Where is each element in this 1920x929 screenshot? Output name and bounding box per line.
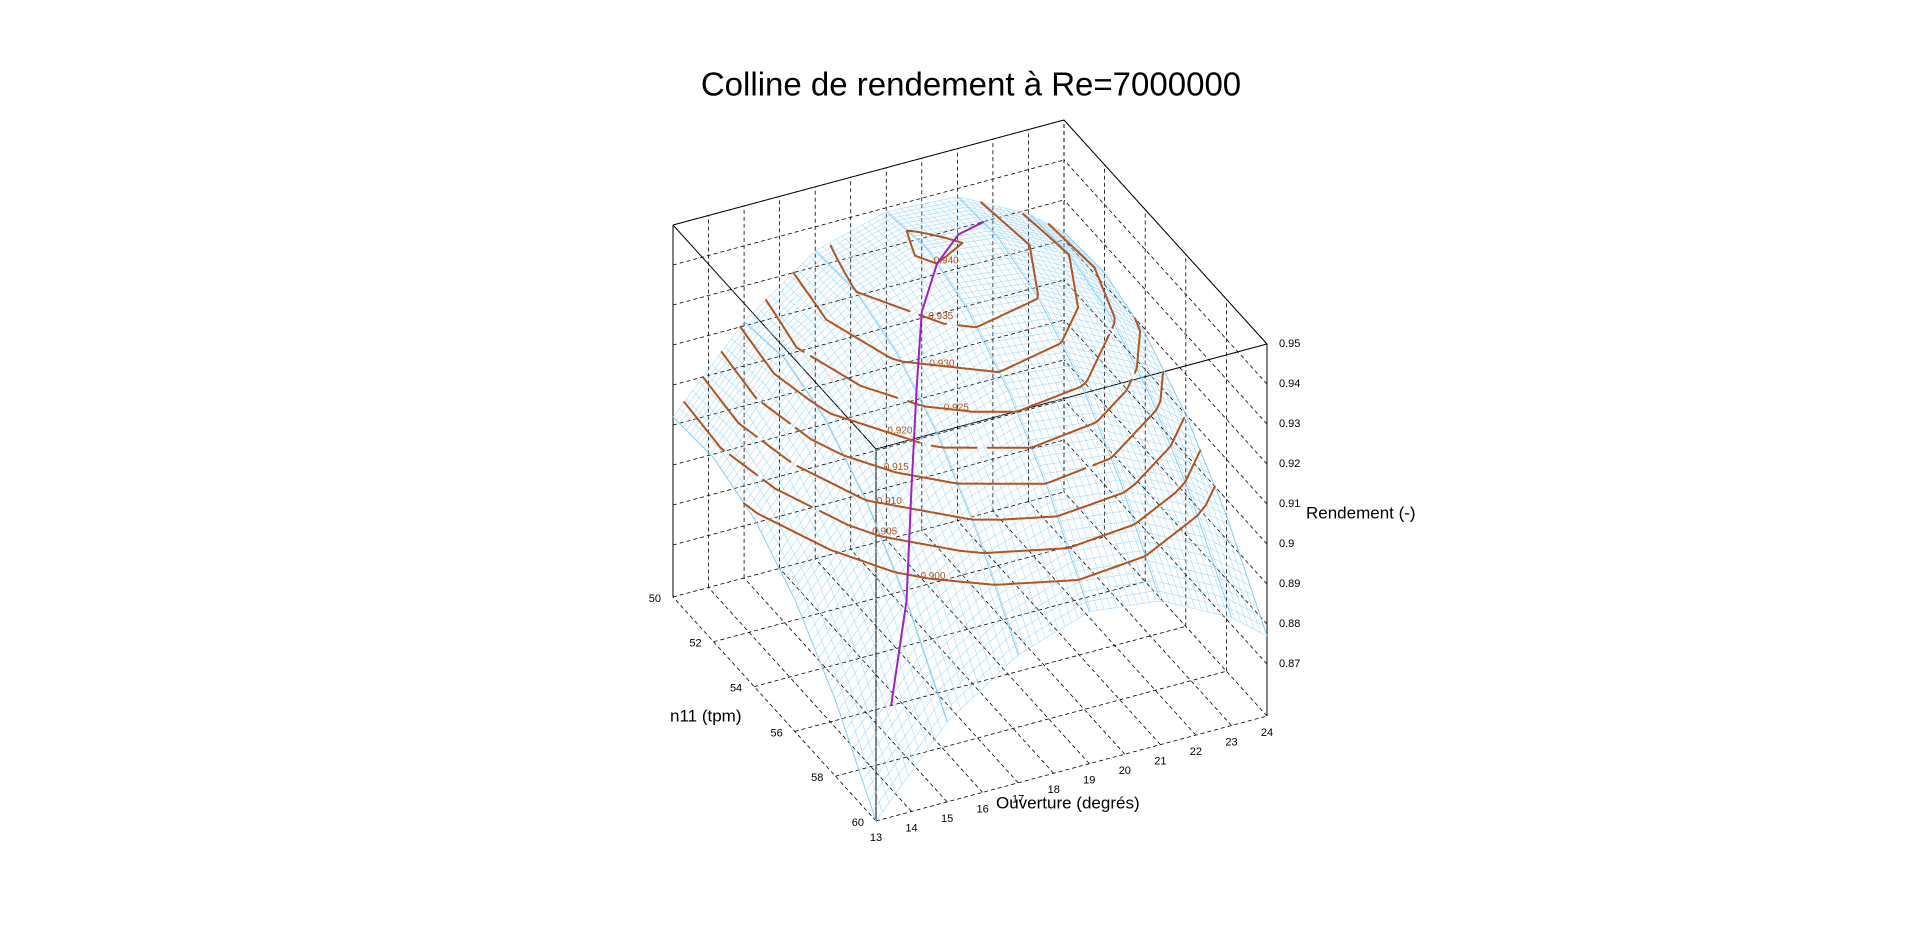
z-tick-label: 0.93 <box>1279 418 1300 430</box>
z-tick-label: 0.9 <box>1279 538 1294 550</box>
x-tick-label: 13 <box>870 832 882 844</box>
y-tick-label: 52 <box>689 638 701 650</box>
grid-line <box>672 399 1268 625</box>
contour-line <box>765 223 1116 413</box>
contour-line <box>701 376 1186 521</box>
contour-line <box>683 401 1202 554</box>
contour-line <box>829 201 1039 329</box>
surface-row <box>885 211 1090 612</box>
x-tick-label: 20 <box>1119 765 1131 777</box>
contour-line <box>743 485 1216 586</box>
contour-line <box>739 317 1142 449</box>
surface-row <box>1063 231 1268 637</box>
grid-line <box>713 164 1105 643</box>
grid-line <box>672 279 1268 505</box>
contour-label: 0.915 <box>884 462 909 473</box>
surface-mesh <box>672 196 1268 822</box>
surface-mesh-lines <box>672 196 1268 822</box>
x-axis-label: Ouverture (degrés) <box>996 793 1140 812</box>
contour-label: 0.935 <box>928 311 953 322</box>
z-axis-label: Rendement (-) <box>1306 503 1416 522</box>
contour-label: 0.900 <box>920 571 945 582</box>
x-tick-label: 18 <box>1048 784 1060 796</box>
z-tick-label: 0.87 <box>1279 658 1300 670</box>
surface-row <box>1028 213 1232 618</box>
grid-line <box>875 344 1268 822</box>
grid-line <box>814 186 1019 784</box>
x-tick-label: 24 <box>1261 727 1273 739</box>
x-tick-label: 23 <box>1225 736 1237 748</box>
contour-label: 0.925 <box>944 403 969 414</box>
grid-line <box>672 359 1268 585</box>
grid-line <box>672 120 1065 598</box>
y-tick-label: 58 <box>811 772 823 784</box>
z-tick-label: 0.89 <box>1279 578 1300 590</box>
z-tick-label: 0.88 <box>1279 618 1300 630</box>
grid-line <box>672 439 1268 665</box>
grid-line <box>743 205 948 803</box>
contour-line <box>720 350 1164 485</box>
grid-line <box>992 139 1197 736</box>
contour-label: 0.930 <box>929 359 954 370</box>
surface-row <box>672 416 877 822</box>
contour-label: 0.910 <box>877 496 902 507</box>
grid-line <box>754 209 1146 687</box>
grid-line <box>672 159 1268 385</box>
x-tick-label: 22 <box>1190 746 1202 758</box>
grid-line <box>672 319 1268 545</box>
grid-line <box>794 254 1187 732</box>
x-tick-label: 15 <box>941 813 953 825</box>
surface-row <box>957 196 1161 601</box>
optimum-line <box>890 220 985 706</box>
grid-line <box>672 239 1268 465</box>
z-tick-label: 0.94 <box>1279 378 1300 390</box>
grid-line <box>957 148 1161 745</box>
x-tick-label: 17 <box>1012 794 1024 806</box>
x-tick-label: 19 <box>1083 775 1095 787</box>
grid-line <box>835 299 1227 777</box>
y-tick-label: 54 <box>730 683 742 695</box>
contour-label: 0.905 <box>872 527 897 538</box>
z-tick-label: 0.95 <box>1279 338 1300 350</box>
y-tick-label: 50 <box>649 593 661 605</box>
surface-row <box>743 321 948 723</box>
grid-line <box>779 196 983 793</box>
grid-line <box>850 177 1054 774</box>
y-tick-label: 56 <box>771 727 783 739</box>
chart-title: Colline de rendement à Re=7000000 <box>701 66 1241 103</box>
z-tick-label: 0.92 <box>1279 458 1300 470</box>
contour-label: 0.940 <box>934 256 959 267</box>
x-tick-label: 16 <box>977 803 989 815</box>
y-tick-label: 60 <box>852 817 864 829</box>
contour-line <box>905 229 964 265</box>
y-axis-label: n11 (tpm) <box>670 706 742 725</box>
contour-label: 0.920 <box>887 425 912 436</box>
x-tick-label: 14 <box>905 822 917 834</box>
x-tick-label: 21 <box>1154 756 1166 768</box>
z-tick-label: 0.91 <box>1279 498 1300 510</box>
